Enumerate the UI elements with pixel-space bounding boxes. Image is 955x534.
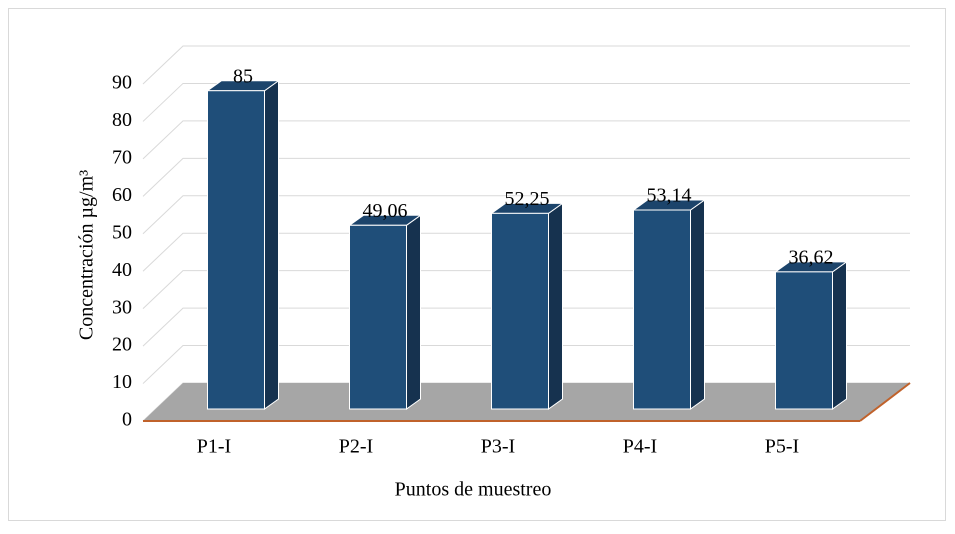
x-tick-label: P5-I [765, 436, 799, 458]
bar [207, 90, 265, 410]
y-tick-label: 60 [112, 184, 132, 206]
y-tick-label: 70 [112, 146, 132, 168]
value-label: 85 [233, 65, 253, 87]
bar [491, 212, 549, 410]
x-axis-title: Puntos de muestreo [395, 479, 552, 501]
floor-edge [859, 382, 911, 422]
value-label: 53,14 [647, 185, 692, 207]
bar [775, 271, 833, 410]
bar-side [548, 202, 563, 410]
bar [349, 224, 407, 410]
bar-side [264, 79, 279, 410]
bar [633, 209, 691, 410]
value-label: 36,62 [789, 246, 834, 268]
bars: 85 49,06 52,25 53,14 36,62 [205, 65, 849, 410]
y-axis-title: Concentración µg/m³ [76, 170, 98, 340]
bar-side [406, 214, 421, 410]
y-tick-label: 90 [112, 72, 132, 94]
grid-line [142, 120, 910, 160]
y-tick-label: 30 [112, 296, 132, 318]
y-tick-label: 80 [112, 109, 132, 131]
bar-side [832, 260, 847, 410]
grid-line [142, 157, 910, 197]
y-tick-label: 0 [122, 409, 132, 431]
grid-line [142, 45, 910, 85]
y-tick-label: 10 [112, 371, 132, 393]
grid-line [142, 82, 910, 122]
bar-side [690, 199, 705, 410]
value-label: 49,06 [363, 200, 408, 222]
x-tick-label: P2-I [339, 436, 373, 458]
x-tick-label: P1-I [197, 436, 231, 458]
x-tick-label: P4-I [623, 436, 657, 458]
grid-line [142, 195, 910, 235]
x-tick-label: P3-I [481, 436, 515, 458]
y-tick-label: 50 [112, 221, 132, 243]
y-tick-label: 40 [112, 259, 132, 281]
y-tick-label: 20 [112, 334, 132, 356]
value-label: 52,25 [505, 188, 550, 210]
